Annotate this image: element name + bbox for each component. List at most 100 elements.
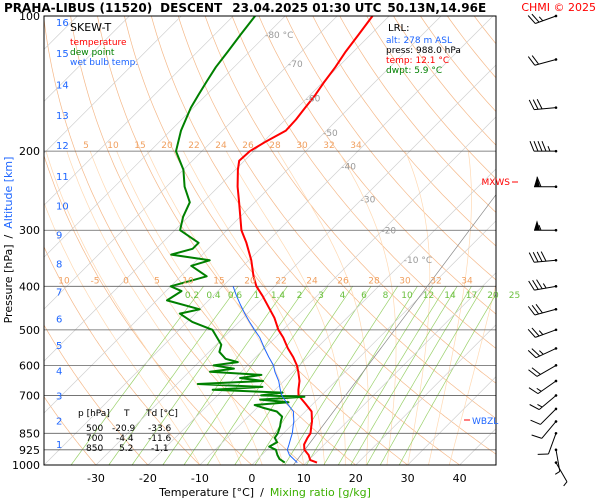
y-tick-label: 850: [19, 427, 40, 440]
theta-label: 30: [399, 276, 411, 286]
barb-flag: [531, 13, 540, 23]
wind-barb: [528, 251, 558, 263]
dry-adiabat: [546, 6, 600, 475]
y-tick-label: 925: [19, 444, 40, 457]
mixing-ratio-line: [305, 286, 418, 465]
barb-flag: [527, 15, 536, 24]
mixing-ratio-line: [70, 286, 204, 465]
barb-dot: [554, 285, 558, 288]
barb-dot: [554, 379, 558, 383]
mixing-ratio-line: [131, 286, 260, 465]
isotherm: [95, 64, 496, 465]
x-axis-title: Temperature [°C] / Mixing ratio [g/kg]: [158, 486, 371, 499]
dry-adiabat: [44, 16, 305, 465]
barb-dot: [554, 328, 558, 332]
isotherm: [44, 16, 182, 154]
isotherm: [44, 16, 130, 102]
series-temperature: [236, 16, 374, 464]
barb-dot: [554, 258, 558, 262]
lrl-title: LRL:: [388, 23, 409, 34]
theta-label: 30: [296, 141, 308, 151]
barb-dot: [554, 461, 558, 464]
barb-flag: [530, 419, 541, 425]
mixing-ratio-label: 0.4: [206, 291, 221, 301]
x-tick-label: 30: [401, 472, 415, 485]
y-tick-label: 400: [19, 280, 40, 293]
isotherm: [355, 324, 496, 465]
barb-flag: [527, 306, 536, 316]
table-cell: 850: [86, 444, 103, 454]
mixing-ratio-label: 14: [444, 291, 456, 301]
barb-half-flag: [538, 330, 544, 335]
barb-pennant: [534, 220, 540, 231]
x-tick-label: 10: [297, 472, 311, 485]
altitude-tick-label: 6: [56, 315, 62, 326]
mixing-ratio-line: [350, 286, 458, 465]
y-tick-label: 100: [19, 10, 40, 23]
barb-flag: [536, 279, 543, 290]
theta-label: 10: [182, 276, 194, 286]
isotherm: [407, 376, 496, 465]
barb-dot: [554, 307, 558, 311]
x-tick-label: -20: [139, 472, 157, 485]
dry-adiabat: [312, 16, 496, 247]
wind-barb: [537, 432, 558, 455]
y-tick-label: 600: [19, 359, 40, 372]
theta-label: 26: [242, 141, 254, 151]
theta-label: 0: [123, 276, 129, 286]
barb-half-flag: [539, 350, 544, 355]
barb-flag: [532, 99, 539, 110]
y-tick-label: 500: [19, 324, 40, 337]
altitude-tick-label: 1: [56, 440, 62, 451]
barb-flag: [531, 434, 543, 439]
isotherm: [251, 220, 496, 465]
barb-flag: [531, 367, 541, 375]
theta-label: 15: [134, 141, 145, 151]
barb-half-flag: [537, 404, 543, 408]
mixing-ratio-line: [379, 286, 484, 465]
wind-barb: [528, 379, 558, 395]
barb-half-flag: [536, 387, 542, 392]
mixing-ratio-label: 17: [466, 291, 477, 301]
isotherm-label: -60: [306, 94, 321, 104]
mixing-ratio-line: [337, 286, 447, 465]
barb-flag: [537, 453, 549, 455]
wind-barb: [527, 327, 558, 338]
barb-staff: [534, 308, 557, 316]
barb-flag: [531, 327, 540, 337]
table-cell: 5.2: [119, 444, 133, 454]
mixing-ratio-label: 0.2: [185, 291, 199, 301]
y-tick-label: 200: [19, 145, 40, 158]
overlay-labels: -80 °C-70-60-50-40-30-20-10 °C5 10 15 20 22 2…: [58, 31, 520, 301]
altitude-tick-label: 4: [56, 367, 62, 378]
isotherm-label: -70: [288, 60, 303, 70]
theta-label: 5: [83, 141, 89, 151]
theta-label: 26: [337, 276, 349, 286]
barb-flag: [529, 140, 535, 152]
dry-adiabat: [573, 6, 600, 475]
altitude-tick-label: 10: [56, 201, 69, 212]
isotherm-label: -80 °C: [265, 31, 293, 41]
x-tick-label: -10: [191, 472, 209, 485]
isotherm-label: -20: [381, 226, 396, 236]
barb-staff: [541, 421, 557, 439]
dry-adiabat: [231, 16, 496, 349]
altitude-tick-label: 8: [56, 260, 62, 271]
barb-flag: [531, 305, 540, 315]
barb-flag: [531, 348, 541, 357]
mixing-ratio-line: [234, 286, 353, 465]
dry-adiabat: [520, 6, 600, 475]
mixing-ratio-label: 10: [401, 291, 413, 301]
mixing-ratio-line: [254, 286, 372, 465]
barb-staff: [536, 364, 557, 377]
axis-labels: -30 -20 -10 0 10 20 30 401002003004005006007008…: [12, 10, 467, 485]
isotherm: [44, 16, 390, 362]
barb-dot: [554, 394, 558, 397]
isotherm-label: -40: [341, 163, 356, 173]
barb-staff: [555, 462, 568, 482]
theta-label: 32: [430, 276, 441, 286]
barb-flag: [528, 252, 535, 263]
chart-title: PRAHA-LIBUS (11520) DESCENT 23.04.2025 01:…: [4, 1, 486, 15]
theta-label: 22: [188, 141, 199, 151]
